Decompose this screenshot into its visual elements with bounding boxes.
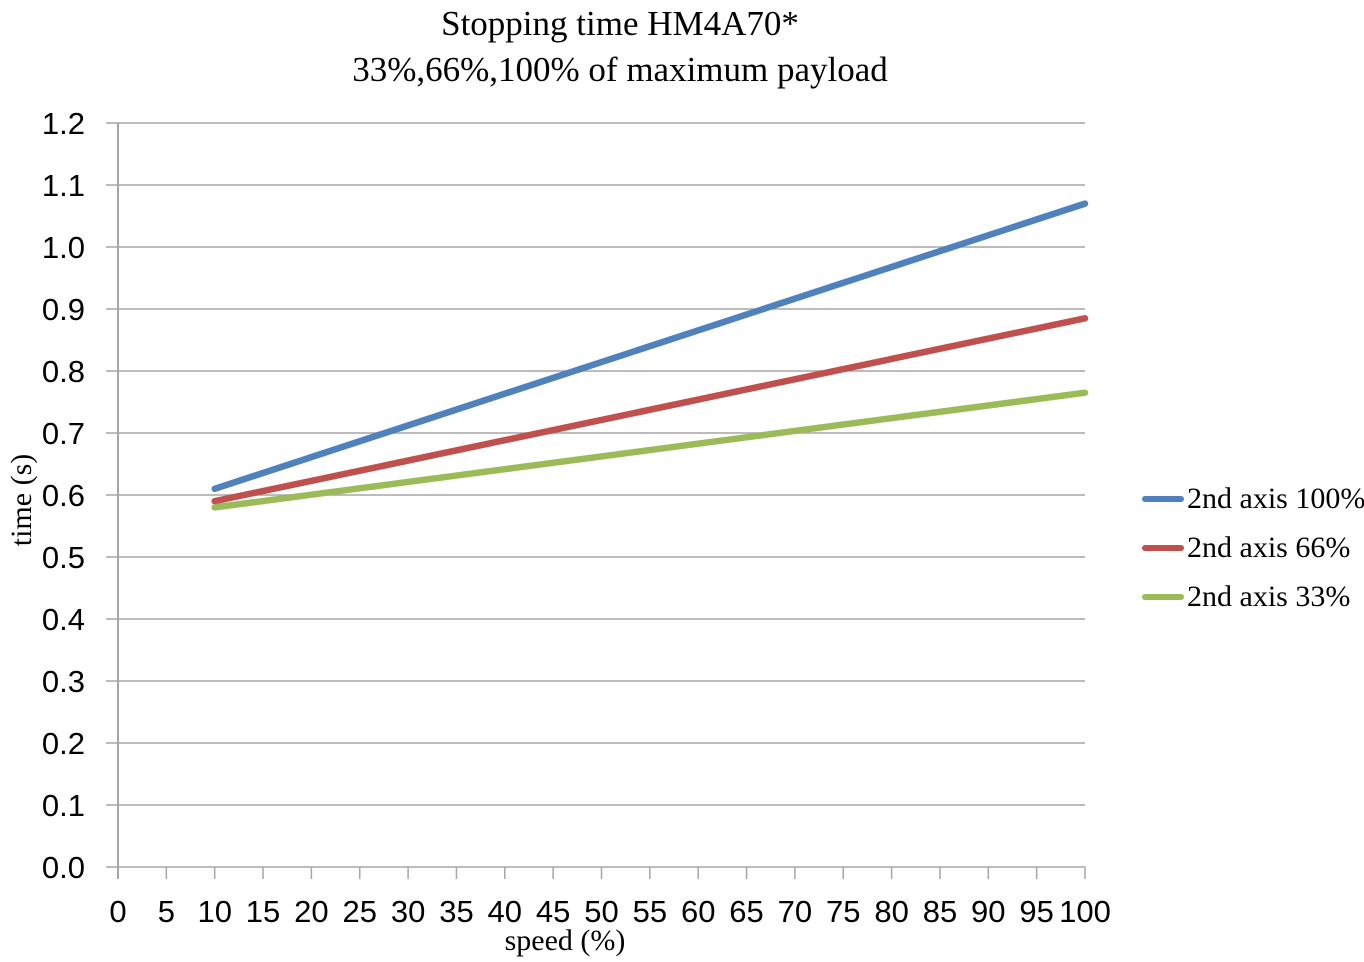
legend-label: 2nd axis 66% [1187, 530, 1351, 564]
legend-swatch-icon [1142, 544, 1184, 551]
x-tick-label: 80 [874, 894, 908, 929]
y-tick-label: 0.3 [42, 664, 85, 699]
x-tick-label: 60 [681, 894, 715, 929]
x-tick-label: 100 [1059, 894, 1111, 929]
series-line-3 [211, 389, 1089, 511]
x-tick-label: 45 [536, 894, 570, 929]
y-tick-label: 0.4 [42, 602, 85, 637]
y-tick-label: 1.1 [42, 168, 85, 203]
legend-item: 2nd axis 33% [1142, 572, 1364, 621]
y-axis-title: time (s) [5, 453, 38, 547]
x-tick-label: 20 [294, 894, 328, 929]
series-line-1 [211, 200, 1089, 493]
x-tick-label: 55 [633, 894, 667, 929]
y-tick-label: 0.5 [42, 540, 85, 575]
legend-swatch-icon [1142, 593, 1184, 600]
x-tick-label: 5 [158, 894, 175, 929]
y-tick-label: 0.7 [42, 416, 85, 451]
chart-title-block: Stopping time HM4A70* 33%,66%,100% of ma… [352, 1, 888, 93]
y-tick-label: 0.8 [42, 354, 85, 389]
legend: 2nd axis 100% 2nd axis 66% 2nd axis 33% [1142, 474, 1364, 621]
x-tick-label: 35 [439, 894, 473, 929]
x-tick-label: 50 [584, 894, 618, 929]
legend-label: 2nd axis 100% [1187, 481, 1364, 515]
x-tick-label: 75 [826, 894, 860, 929]
legend-item: 2nd axis 66% [1142, 523, 1364, 572]
x-tick-label: 30 [391, 894, 425, 929]
y-tick-label: 0.0 [42, 850, 85, 885]
chart-subtitle: 33%,66%,100% of maximum payload [352, 50, 888, 89]
y-tick-label: 1.0 [42, 230, 85, 265]
y-tick-label: 0.9 [42, 292, 85, 327]
x-tick-label: 90 [971, 894, 1005, 929]
x-tick-label: 40 [488, 894, 522, 929]
x-tick-label: 95 [1019, 894, 1053, 929]
x-tick-label: 65 [729, 894, 763, 929]
x-tick-label: 25 [343, 894, 377, 929]
x-tick-label: 10 [197, 894, 231, 929]
x-tick-label: 70 [778, 894, 812, 929]
y-tick-label: 0.2 [42, 726, 85, 761]
chart-title: Stopping time HM4A70* [441, 4, 799, 43]
x-tick-label: 0 [109, 894, 126, 929]
x-tick-label: 15 [246, 894, 280, 929]
legend-swatch-icon [1142, 495, 1184, 502]
y-tick-label: 0.6 [42, 478, 85, 513]
y-tick-label: 0.1 [42, 788, 85, 823]
series-line-2 [211, 315, 1089, 505]
legend-label: 2nd axis 33% [1187, 579, 1351, 613]
y-tick-label: 1.2 [42, 106, 85, 141]
legend-item: 2nd axis 100% [1142, 474, 1364, 523]
x-tick-label: 85 [923, 894, 957, 929]
x-axis-title: speed (%) [504, 924, 626, 957]
